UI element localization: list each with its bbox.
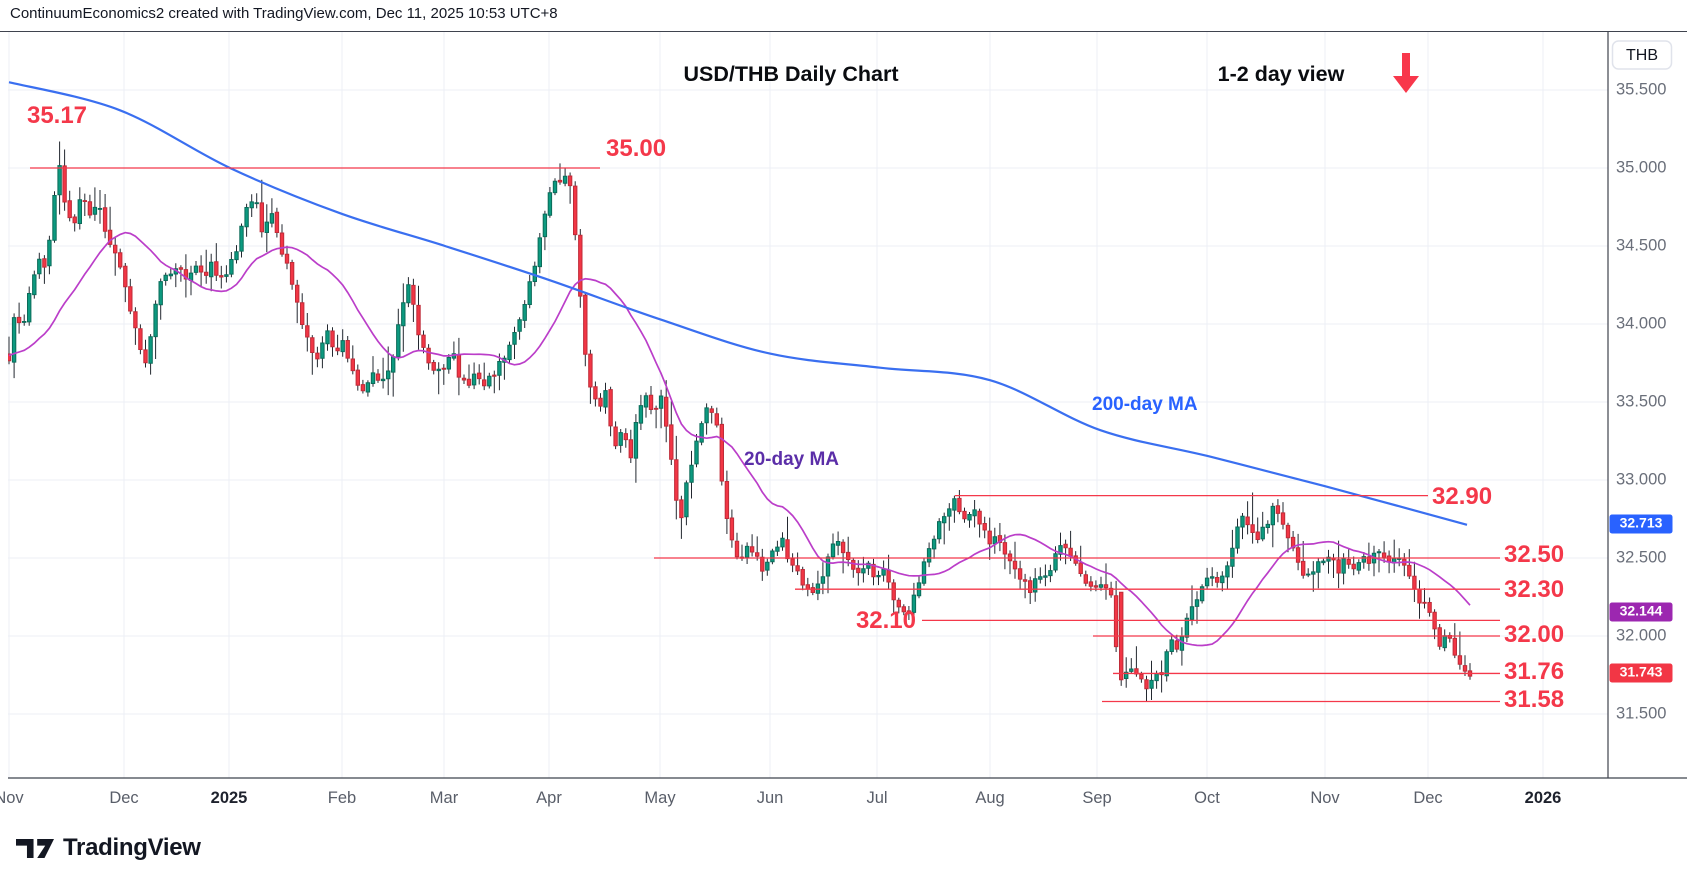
ma200-label: 200-day MA xyxy=(1092,394,1198,415)
time-axis[interactable]: Nov Dec 2025 Feb Mar Apr May Jun Jul Aug Sep Oct Nov… xyxy=(0,789,1561,807)
price-tag xyxy=(1609,663,1673,683)
time-tick-label: Apr xyxy=(536,789,562,807)
price-axis[interactable]: 35.500 35.000 34.500 34.000 33.500 33.000 32.5… xyxy=(1616,80,1666,722)
level-label: 31.76 xyxy=(1504,658,1564,685)
time-tick-label: Sep xyxy=(1082,789,1111,807)
time-tick-label: Nov xyxy=(1310,789,1340,807)
time-tick-label: Jun xyxy=(757,789,784,807)
tradingview-logo[interactable]: TradingView xyxy=(16,834,201,862)
candle-wicks xyxy=(8,141,1471,702)
time-tick-label: Nov xyxy=(0,789,24,807)
price-tick-label: 32.500 xyxy=(1616,548,1666,566)
ma20-line xyxy=(8,231,1471,647)
price-tick-label: 34.500 xyxy=(1616,236,1666,254)
ma200-line xyxy=(8,81,1468,526)
level-label: 32.10 xyxy=(856,607,916,634)
price-tick-label: 32.000 xyxy=(1616,626,1666,644)
level-label: 32.90 xyxy=(1432,483,1492,510)
price-tag-value: 32.713 xyxy=(1620,515,1663,531)
up-candles xyxy=(11,165,1447,689)
level-label: 35.00 xyxy=(606,135,666,162)
attribution-text: ContinuumEconomics2 created with Trading… xyxy=(10,5,558,22)
level-label: 32.30 xyxy=(1504,576,1564,603)
price-tick-label: 35.500 xyxy=(1616,80,1666,98)
price-tick-label: 31.500 xyxy=(1616,704,1666,722)
price-tick-label: 34.000 xyxy=(1616,314,1666,332)
time-tick-label: Mar xyxy=(430,789,459,807)
level-label: 32.00 xyxy=(1504,621,1564,648)
price-tags: 32.713 32.144 31.743 xyxy=(1609,514,1673,683)
time-tick-label: Jul xyxy=(866,789,887,807)
view-note: 1-2 day view xyxy=(1218,62,1345,86)
price-tag-value: 32.144 xyxy=(1620,603,1663,619)
price-tick-label: 33.000 xyxy=(1616,470,1666,488)
time-tick-label: Oct xyxy=(1194,789,1220,807)
down-candles xyxy=(8,165,1473,690)
level-label: 32.50 xyxy=(1504,541,1564,568)
tradingview-logo-text: TradingView xyxy=(63,834,201,861)
grid-lines xyxy=(8,31,1608,778)
time-tick-label: 2025 xyxy=(211,789,248,807)
down-arrow-icon xyxy=(1393,53,1419,93)
level-label: 31.58 xyxy=(1504,686,1564,713)
currency-button-label: THB xyxy=(1626,47,1658,64)
price-tick-label: 33.500 xyxy=(1616,392,1666,410)
price-tick-label: 35.000 xyxy=(1616,158,1666,176)
time-tick-label: Dec xyxy=(109,789,138,807)
ma20-label: 20-day MA xyxy=(744,449,839,470)
level-label: 35.17 xyxy=(27,102,87,129)
price-tag xyxy=(1609,602,1673,622)
tradingview-logo-icon xyxy=(16,838,54,858)
chart-title: USD/THB Daily Chart xyxy=(683,62,898,86)
time-tick-label: Aug xyxy=(975,789,1004,807)
time-tick-label: Dec xyxy=(1413,789,1442,807)
support-resistance-lines: 35.17 35.00 32.90 32.50 32.30 32.10 32.00 31.76… xyxy=(27,102,1564,713)
moving-average-lines xyxy=(8,81,1471,647)
currency-button[interactable]: THB xyxy=(1611,40,1673,70)
candlestick-series xyxy=(8,141,1473,702)
time-tick-label: Feb xyxy=(328,789,356,807)
price-tag-value: 31.743 xyxy=(1620,664,1663,680)
price-tag xyxy=(1609,514,1673,534)
time-tick-label: 2026 xyxy=(1525,789,1562,807)
time-tick-label: May xyxy=(644,789,676,807)
